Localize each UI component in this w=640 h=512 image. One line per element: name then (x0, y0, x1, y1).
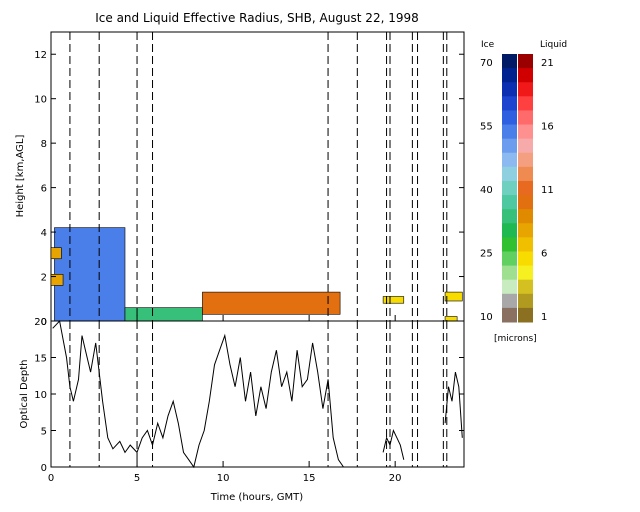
colorbar-ice-swatch (502, 68, 517, 83)
dashed-time-lines-bottom (69, 321, 448, 467)
colorbar-ice-swatch (502, 110, 517, 126)
cloud-region-liquid (202, 291, 341, 315)
colorbar-ice-swatch (502, 82, 517, 97)
cloud-region-liquid (444, 291, 463, 302)
colorbar-liquid-swatch (518, 166, 533, 182)
optical-depth-axis-label: Optical Depth (19, 360, 30, 429)
height-axis-label: Height [km,AGL] (15, 135, 26, 218)
optical-depth-tick-label: 20 (34, 317, 47, 328)
height-tick-label: 8 (41, 139, 47, 150)
colorbar-ice-swatch (502, 265, 517, 281)
time-tick-label: 20 (389, 473, 402, 484)
colorbar-liquid-swatch (518, 237, 533, 252)
optical-depth-line (382, 429, 405, 460)
colorbar-ice-swatch (502, 195, 517, 210)
optical-depth-line (444, 371, 463, 438)
colorbar-liquid-swatch (518, 265, 533, 281)
colorbar: Ice Liquid 70 55 40 25 10 21 16 11 6 1 [microns] (480, 40, 567, 344)
optical-depth-panel: 0 5 10 15 20 0 5 10 15 20 Optical Depth Time (ho… (19, 317, 465, 503)
colorbar-ice-swatch (502, 251, 517, 267)
time-ticks: 0 5 10 15 20 (48, 461, 402, 484)
optical-depth-tick-label: 0 (41, 463, 47, 474)
colorbar-liquid-tick: 11 (541, 185, 554, 196)
height-tick-label: 12 (34, 50, 47, 61)
colorbar-ice-tick: 10 (480, 312, 493, 323)
height-tick-label: 2 (41, 273, 47, 284)
colorbar-liquid-swatch (518, 209, 533, 224)
colorbar-ice-swatch (502, 293, 517, 309)
colorbar-ice-tick: 25 (480, 249, 493, 260)
colorbar-liquid-swatch (518, 293, 533, 309)
optical-depth-series (52, 319, 463, 469)
height-tick-label: 4 (41, 228, 47, 239)
colorbar-ice-swatch (502, 54, 517, 69)
colorbar-liquid-swatch (518, 307, 533, 323)
colorbar-liquid-swatch (518, 68, 533, 83)
colorbar-ice-swatch (502, 237, 517, 252)
optical-depth-tick-label: 15 (34, 354, 47, 365)
time-tick-label: 10 (217, 473, 230, 484)
height-tick-label: 6 (41, 184, 47, 195)
colorbar-liquid-swatch (518, 110, 533, 126)
colorbar-ice-label: Ice (481, 40, 495, 50)
colorbar-ice-swatch (502, 138, 517, 154)
colorbar-liquid-swatch (518, 138, 533, 154)
optical-depth-line (52, 319, 344, 469)
colorbar-liquid-swatch (518, 180, 533, 196)
optical-depth-ticks: 0 5 10 15 20 (34, 317, 464, 474)
effective-radius-panel: 0 2 4 6 8 10 12 Height [km,AGL] (15, 31, 465, 328)
colorbar-liquid-tick: 21 (541, 58, 554, 69)
height-tick-label: 0 (41, 317, 47, 328)
cloud-region-liquid (50, 274, 64, 286)
colorbar-liquid-label: Liquid (540, 40, 567, 50)
colorbar-ice-tick: 55 (480, 122, 493, 133)
colorbar-ice-swatch (502, 209, 517, 224)
colorbar-liquid-swatch (518, 223, 533, 238)
colorbar-liquid-swatch (518, 251, 533, 267)
dashed-time-lines (69, 32, 448, 321)
colorbar-ice-swatch (502, 166, 517, 182)
time-axis-label: Time (hours, GMT) (210, 492, 304, 503)
colorbar-units: [microns] (494, 334, 537, 344)
time-tick-label: 15 (303, 473, 316, 484)
colorbar-liquid-swatch (518, 96, 533, 111)
time-tick-label: 0 (48, 473, 54, 484)
colorbar-liquid-tick: 16 (541, 122, 554, 133)
colorbar-ice-swatch (502, 180, 517, 196)
colorbar-liquid-swatch (518, 54, 533, 69)
colorbar-liquid-swatch (518, 195, 533, 210)
colorbar-ice-swatch (502, 152, 517, 168)
colorbar-liquid-swatch (518, 82, 533, 97)
optical-depth-tick-label: 5 (41, 427, 47, 438)
cloud-region-liquid (50, 247, 62, 260)
colorbar-liquid-swatch (518, 124, 533, 140)
colorbar-tick-labels: 70 55 40 25 10 21 16 11 6 1 (480, 58, 554, 323)
optical-depth-tick-label: 10 (34, 390, 47, 401)
colorbar-ice-swatch (502, 223, 517, 238)
colorbar-ice-tick: 40 (480, 185, 493, 196)
colorbar-ice-swatch (502, 124, 517, 140)
bottom-plot-frame (50, 320, 465, 468)
time-tick-label: 5 (134, 473, 140, 484)
cloud-region-liquid (382, 296, 405, 304)
colorbar-ice-tick: 70 (480, 58, 493, 69)
chart-title: Ice and Liquid Effective Radius, SHB, Au… (95, 11, 419, 25)
cloud-regions (50, 227, 463, 322)
top-time-ticks (50, 315, 396, 321)
colorbar-ice-swatch (502, 307, 517, 323)
colorbar-liquid-tick: 1 (541, 312, 547, 323)
cloud-region-ice (54, 227, 126, 322)
colorbar-liquid-swatches (518, 54, 533, 323)
colorbar-ice-swatches (502, 54, 517, 323)
height-ticks: 0 2 4 6 8 10 12 (34, 50, 464, 328)
colorbar-ice-swatch (502, 96, 517, 111)
height-tick-label: 10 (34, 95, 47, 106)
colorbar-liquid-swatch (518, 279, 533, 295)
colorbar-liquid-tick: 6 (541, 249, 547, 260)
colorbar-ice-swatch (502, 279, 517, 295)
colorbar-liquid-swatch (518, 152, 533, 168)
